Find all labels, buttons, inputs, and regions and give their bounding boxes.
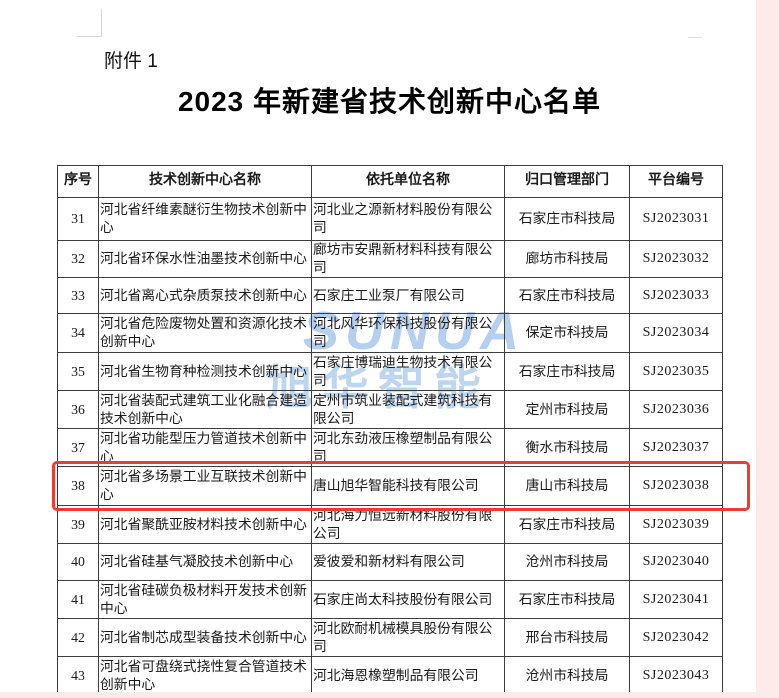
attachment-label: 附件 1 <box>104 51 158 72</box>
cell-department: 沧州市科技局 <box>504 656 630 696</box>
table-row-32: 32 河北省环保水性油墨技术创新中心 廊坊市安鼎新材料科技有限公司 廊坊市科技局 SJ2… <box>57 239 723 279</box>
cell-center-name: 河北省制芯成型装备技术创新中心 <box>98 618 312 658</box>
table-row-43: 43 河北省可盘绕式挠性复合管道技术创新中心 河北海恩橡塑制品有限公司 沧州市科技局 S… <box>57 656 723 696</box>
header-cell-unit-name: 依托单位名称 <box>311 165 505 198</box>
cell-unit-name: 廊坊市安鼎新材料科技有限公司 <box>311 239 505 279</box>
cell-center-name: 河北省离心式杂质泵技术创新中心 <box>98 277 312 315</box>
cell-department: 石家庄市科技局 <box>504 352 630 392</box>
table-row-36: 36 河北省装配式建筑工业化融合建造技术创新中心 定州市筑业装配式建筑科技有限公司定… <box>57 390 723 430</box>
cell-platform-code: SJ2023032 <box>629 239 723 279</box>
cell-center-name: 河北省多场景工业互联技术创新中心 <box>98 466 312 507</box>
cell-department: 沧州市科技局 <box>504 543 630 582</box>
cell-platform-code: SJ2023042 <box>629 618 723 658</box>
table-row-40: 40 河北省硅基气凝胶技术创新中心 爱彼爱和新材料有限公司 沧州市科技局 SJ20230… <box>57 543 723 582</box>
header-cell-center-name: 技术创新中心名称 <box>98 165 312 198</box>
page-corner-mark-top-left-vertical <box>101 9 102 37</box>
cell-serial-number: 39 <box>57 505 99 545</box>
cell-center-name: 河北省装配式建筑工业化融合建造技术创新中心 <box>98 390 312 430</box>
cell-serial-number: 41 <box>57 580 99 620</box>
cell-serial-number: 33 <box>57 277 99 315</box>
document-title: 2023 年新建省技术创新中心名单 <box>177 86 602 117</box>
cell-department: 石家庄市科技局 <box>504 505 630 545</box>
cell-unit-name: 河北业之源新材料股份有限公司 <box>311 197 505 241</box>
cell-serial-number: 40 <box>57 543 99 582</box>
screenshot-edge-strip-right <box>756 0 779 698</box>
table-row-37: 37 河北省功能型压力管道技术创新中心 河北东劲液压橡塑制品有限公司 衡水市科技局 SJ… <box>57 428 723 468</box>
header-cell-department: 归口管理部门 <box>504 165 630 198</box>
table-row-35: 35 河北省生物育种检测技术创新中心 石家庄博瑞迪生物技术有限公司 石家庄市科技局 SJ… <box>57 352 723 392</box>
cell-serial-number: 36 <box>57 390 99 430</box>
cell-serial-number: 32 <box>57 239 99 279</box>
table-row-34: 34 河北省危险废物处置和资源化技术创新中心 河北风华环保科技股份有限公司 保定市科技… <box>57 313 723 354</box>
cell-unit-name: 石家庄工业泵厂有限公司 <box>311 277 505 315</box>
cell-serial-number: 37 <box>57 428 99 468</box>
cell-center-name: 河北省生物育种检测技术创新中心 <box>98 352 312 392</box>
cell-platform-code: SJ2023035 <box>629 352 723 392</box>
table-row-41: 41 河北省硅碳负极材料开发技术创新中心 石家庄尚太科技股份有限公司 石家庄市科技局 S… <box>57 580 723 620</box>
cell-department: 邢台市科技局 <box>504 618 630 658</box>
cell-unit-name: 爱彼爱和新材料有限公司 <box>311 543 505 582</box>
cell-unit-name: 河北海恩橡塑制品有限公司 <box>311 656 505 696</box>
page-corner-mark-top-right <box>688 37 702 38</box>
cell-serial-number: 34 <box>57 313 99 354</box>
table-row-31: 31 河北省纤维素醚衍生物技术创新中心 河北业之源新材料股份有限公司 石家庄市科技局 S… <box>57 197 723 241</box>
header-cell-platform-code: 平台编号 <box>629 165 723 198</box>
cell-serial-number: 31 <box>57 197 99 241</box>
cell-unit-name: 河北海力恒远新材料股份有限公司 <box>311 505 505 545</box>
table-row-42: 42 河北省制芯成型装备技术创新中心 河北欧耐机械模具股份有限公司 邢台市科技局 SJ2… <box>57 618 723 658</box>
cell-center-name: 河北省危险废物处置和资源化技术创新中心 <box>98 313 312 354</box>
cell-department: 石家庄市科技局 <box>504 277 630 315</box>
table-row-39: 39 河北省聚酰亚胺材料技术创新中心 河北海力恒远新材料股份有限公司 石家庄市科技局 S… <box>57 505 723 545</box>
cell-platform-code: SJ2023031 <box>629 197 723 241</box>
table-row-33: 33 河北省离心式杂质泵技术创新中心 石家庄工业泵厂有限公司 石家庄市科技局 SJ202… <box>57 277 723 315</box>
cell-serial-number: 35 <box>57 352 99 392</box>
cell-department: 廊坊市科技局 <box>504 239 630 279</box>
cell-platform-code: SJ2023034 <box>629 313 723 354</box>
innovation-centers-table: 序号 技术创新中心名称 依托单位名称 归口管理部门 平台编号 31 河北省纤维素醚衍生物技… <box>57 165 723 698</box>
cell-department: 石家庄市科技局 <box>504 197 630 241</box>
cell-department: 衡水市科技局 <box>504 428 630 468</box>
header-cell-serial-number: 序号 <box>57 165 99 198</box>
cell-center-name: 河北省聚酰亚胺材料技术创新中心 <box>98 505 312 545</box>
cell-department: 石家庄市科技局 <box>504 580 630 620</box>
screenshot-edge-strip-bottom <box>0 692 779 698</box>
cell-department: 保定市科技局 <box>504 313 630 354</box>
cell-platform-code: SJ2023033 <box>629 277 723 315</box>
cell-platform-code: SJ2023043 <box>629 656 723 696</box>
cell-platform-code: SJ2023040 <box>629 543 723 582</box>
cell-platform-code: SJ2023038 <box>629 466 723 507</box>
cell-unit-name: 石家庄博瑞迪生物技术有限公司 <box>311 352 505 392</box>
cell-unit-name: 河北欧耐机械模具股份有限公司 <box>311 618 505 658</box>
cell-center-name: 河北省环保水性油墨技术创新中心 <box>98 239 312 279</box>
cell-center-name: 河北省硅基气凝胶技术创新中心 <box>98 543 312 582</box>
cell-serial-number: 38 <box>57 466 99 507</box>
cell-unit-name: 河北风华环保科技股份有限公司 <box>311 313 505 354</box>
cell-platform-code: SJ2023039 <box>629 505 723 545</box>
cell-center-name: 河北省可盘绕式挠性复合管道技术创新中心 <box>98 656 312 696</box>
highlight-box-row-38 <box>52 461 750 511</box>
cell-center-name: 河北省硅碳负极材料开发技术创新中心 <box>98 580 312 620</box>
cell-serial-number: 42 <box>57 618 99 658</box>
table-header-row: 序号 技术创新中心名称 依托单位名称 归口管理部门 平台编号 <box>57 165 723 198</box>
page-corner-mark-top-left-horizontal <box>77 36 102 37</box>
table-body: 31 河北省纤维素醚衍生物技术创新中心 河北业之源新材料股份有限公司 石家庄市科技局 S… <box>57 197 723 698</box>
cell-platform-code: SJ2023037 <box>629 428 723 468</box>
cell-unit-name: 定州市筑业装配式建筑科技有限公司 <box>311 390 505 430</box>
cell-department: 定州市科技局 <box>504 390 630 430</box>
cell-serial-number: 43 <box>57 656 99 696</box>
cell-platform-code: SJ2023041 <box>629 580 723 620</box>
cell-unit-name: 石家庄尚太科技股份有限公司 <box>311 580 505 620</box>
cell-unit-name: 河北东劲液压橡塑制品有限公司 <box>311 428 505 468</box>
cell-unit-name: 唐山旭华智能科技有限公司 <box>311 466 505 507</box>
cell-platform-code: SJ2023036 <box>629 390 723 430</box>
table-row-38: 38 河北省多场景工业互联技术创新中心 唐山旭华智能科技有限公司 唐山市科技局 SJ20… <box>57 466 723 507</box>
cell-center-name: 河北省纤维素醚衍生物技术创新中心 <box>98 197 312 241</box>
